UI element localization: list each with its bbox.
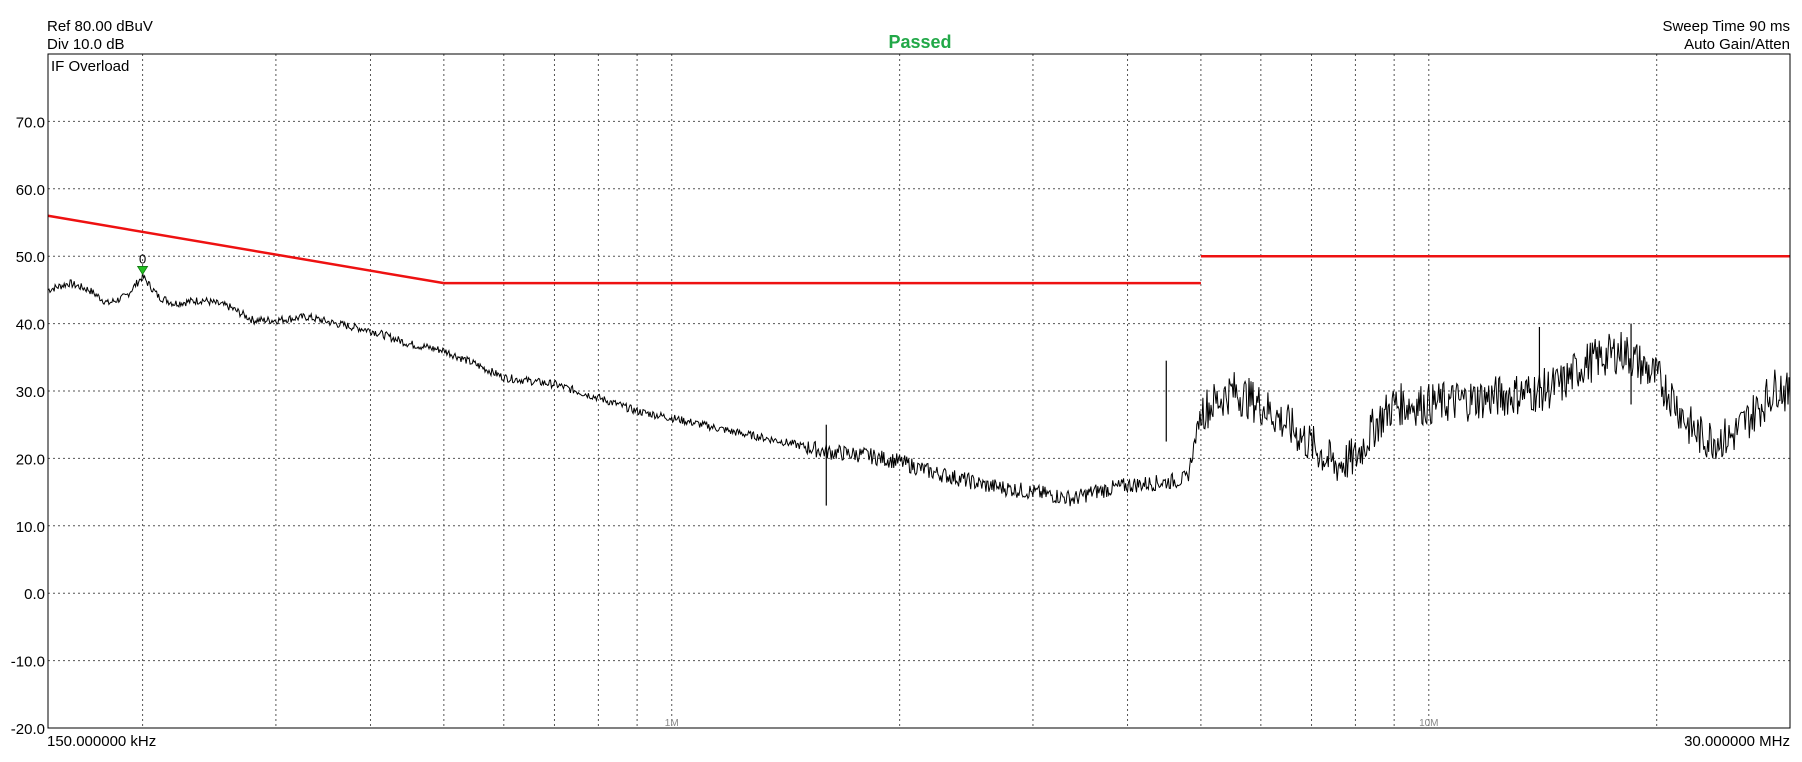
limit-lines (47, 214, 1790, 285)
y-tick-labels: 70.0 60.0 50.0 40.0 30.0 20.0 10.0 0.0 -10.0 -20.… (11, 114, 45, 738)
y-tick-label: 70.0 (16, 114, 45, 131)
y-tick-label: 50.0 (16, 249, 45, 266)
x-decade-label: 1M (665, 718, 679, 729)
ref-level-label: Ref 80.00 dBuV (47, 18, 153, 35)
x-decade-labels: 1M 10M (665, 718, 1439, 729)
y-tick-label: 40.0 (16, 317, 45, 334)
pass-status: Passed (888, 32, 952, 52)
marker-label: 0 (139, 251, 146, 266)
x-decade-label: 10M (1419, 718, 1438, 729)
limit-line (47, 214, 445, 285)
div-scale-label: Div 10.0 dB (47, 36, 125, 53)
trace-line (47, 272, 1791, 507)
plot-frame (47, 53, 1791, 729)
y-tick-label: 60.0 (16, 182, 45, 199)
gain-atten-label: Auto Gain/Atten (1684, 36, 1790, 53)
measurement-trace (47, 272, 1791, 507)
plot-grid (48, 54, 1790, 728)
y-tick-label: -10.0 (11, 654, 45, 671)
y-tick-label: -20.0 (11, 721, 45, 738)
if-overload-label: IF Overload (51, 58, 130, 75)
x-start-label: 150.000000 kHz (47, 733, 157, 750)
y-tick-label: 10.0 (16, 519, 45, 536)
marker-0: 0 (136, 251, 149, 276)
y-tick-label: 0.0 (24, 586, 45, 603)
y-tick-label: 30.0 (16, 384, 45, 401)
x-stop-label: 30.000000 MHz (1684, 733, 1790, 750)
y-tick-label: 20.0 (16, 451, 45, 468)
sweep-time-label: Sweep Time 90 ms (1662, 18, 1790, 35)
marker-triangle (136, 266, 149, 276)
